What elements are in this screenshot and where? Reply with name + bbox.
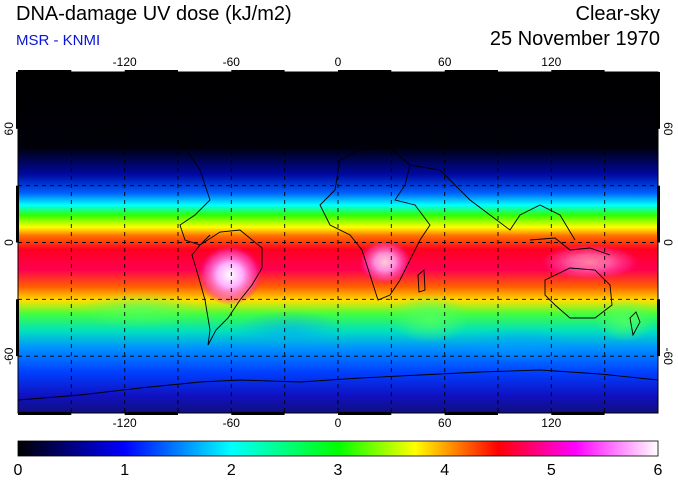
- lat-label-left: 0: [2, 239, 16, 246]
- colorbar-tick-label: 5: [547, 462, 556, 479]
- lon-label-top: 60: [438, 55, 452, 69]
- date-label: 25 November 1970: [489, 28, 660, 50]
- north-america-coast: [39, 124, 211, 246]
- lon-label-bottom: 120: [541, 416, 561, 430]
- se-asia-islands: [529, 237, 611, 256]
- australia-coast: [544, 267, 613, 319]
- colorbar-tick-label: 4: [440, 462, 449, 479]
- lon-label-top: 120: [541, 55, 561, 69]
- lat-label-right: -60: [661, 348, 675, 366]
- lon-label-top: -60: [223, 55, 241, 69]
- lat-label-right: 0: [661, 239, 675, 246]
- lat-label-left: -60: [2, 347, 16, 365]
- lon-label-top: -120: [113, 55, 137, 69]
- lat-label-left: 60: [2, 122, 16, 136]
- lon-labels-bottom: -120 -60 0 60 120: [113, 416, 562, 430]
- colorbar-gradient: [17, 440, 659, 457]
- lon-labels-top: -120 -60 0 60 120: [113, 55, 562, 69]
- lon-label-bottom: -60: [223, 416, 241, 430]
- colorbar-tick-label: 0: [14, 462, 23, 479]
- map-frame: [16, 70, 660, 415]
- madagascar-coast: [417, 269, 426, 293]
- lon-label-top: 0: [335, 55, 342, 69]
- colorbar-tick-label: 1: [120, 462, 129, 479]
- map-title: DNA-damage UV dose (kJ/m2): [16, 3, 292, 25]
- colorbar-tick-label: 3: [334, 462, 343, 479]
- asia-coast: [409, 164, 576, 241]
- lat-labels-right: 60 0 -60: [661, 122, 675, 365]
- source-label: MSR - KNMI: [16, 32, 101, 49]
- coastlines: [18, 124, 658, 401]
- lon-label-bottom: -120: [113, 416, 137, 430]
- south-america-coast: [191, 229, 263, 346]
- africa-europe-coast: [319, 147, 431, 301]
- graticule: [18, 72, 658, 413]
- colorbar-tick-label: 6: [654, 462, 663, 479]
- lon-label-bottom: 60: [438, 416, 452, 430]
- lon-label-bottom: 0: [335, 416, 342, 430]
- lat-labels-left: 60 0 -60: [2, 122, 16, 365]
- colorbar: 0 1 2 3 4 5 6: [14, 440, 663, 479]
- sky-condition-label: Clear-sky: [575, 3, 660, 25]
- colorbar-tick-label: 2: [227, 462, 236, 479]
- new-zealand-coast: [629, 311, 641, 337]
- antarctica-coast: [18, 369, 658, 401]
- lat-label-right: 60: [661, 122, 675, 136]
